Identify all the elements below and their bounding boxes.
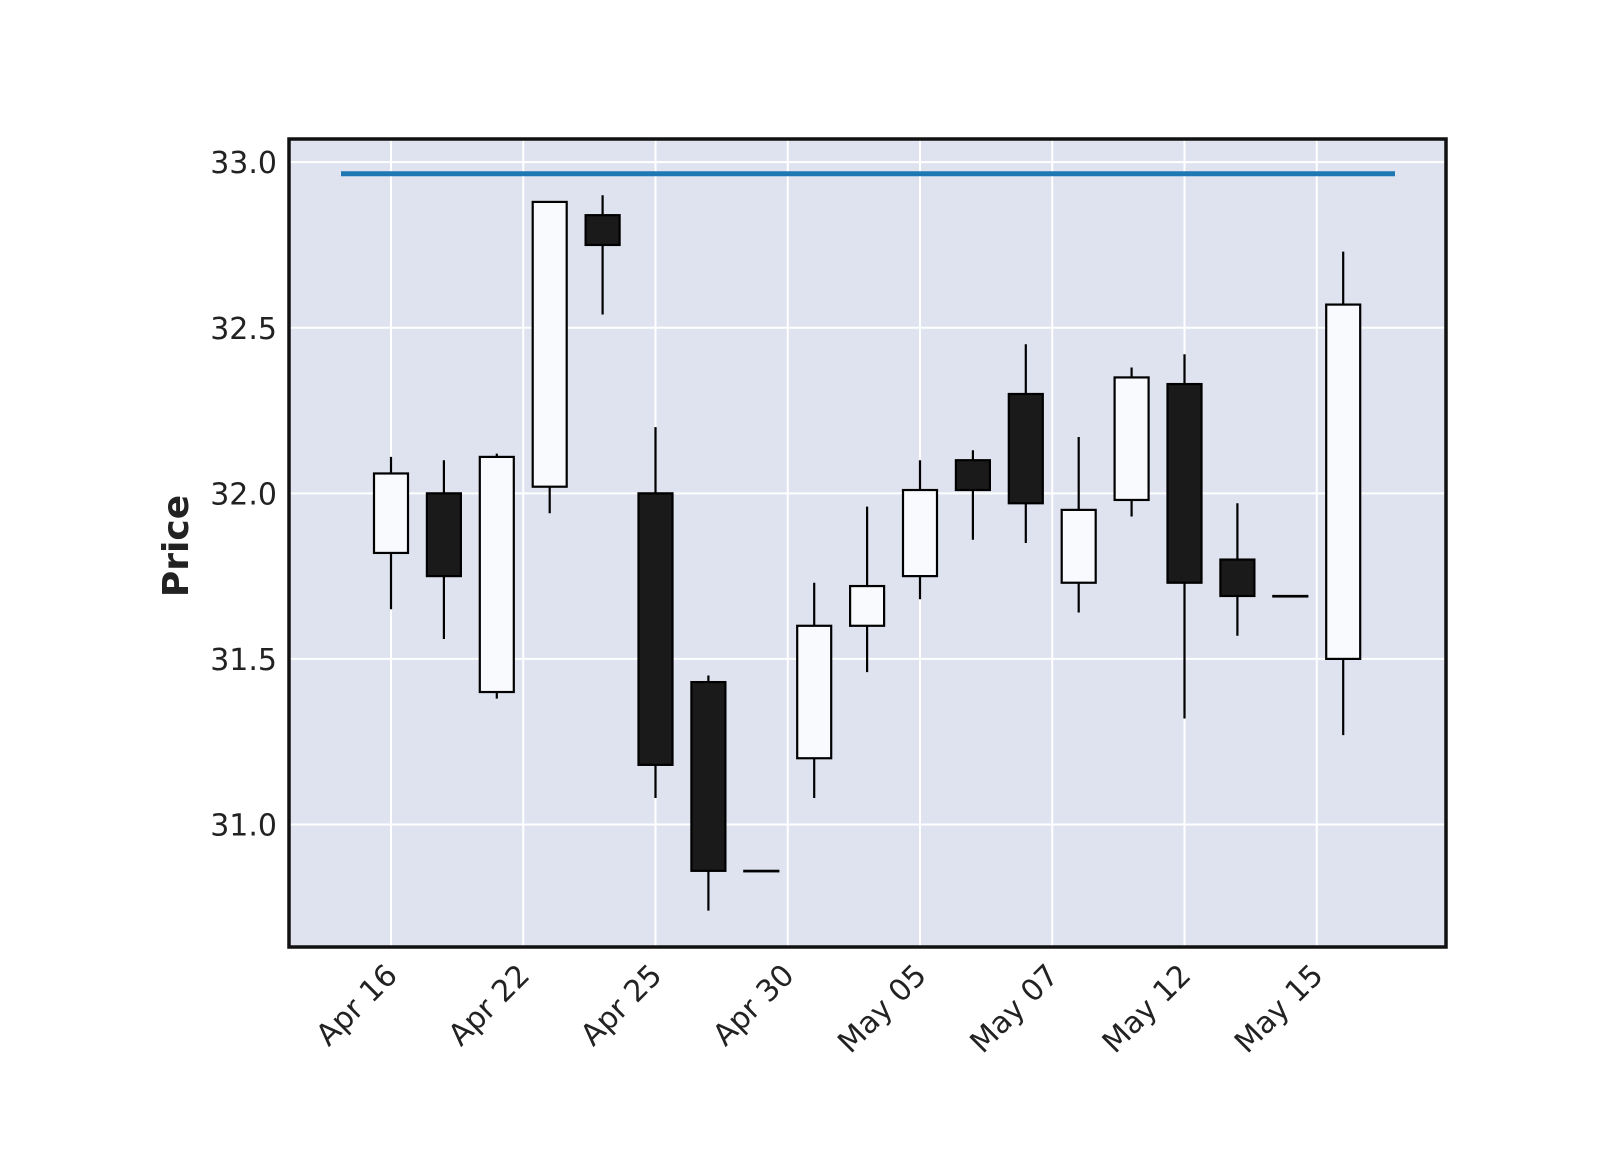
candle-body [1325, 303, 1362, 661]
candle-body [1272, 594, 1309, 598]
x-tick-label: May 05 [831, 958, 933, 1060]
y-tick-label: 32.0 [210, 477, 277, 512]
candle [743, 869, 780, 873]
candle-body [372, 472, 410, 555]
y-tick-label: 32.5 [210, 312, 277, 347]
candle-body [901, 488, 939, 578]
candle-body [478, 455, 515, 694]
x-tick-labels: Apr 16 Apr 22 Apr 25 Apr 30 May 05 May 07 May … [309, 958, 1330, 1060]
plot-frame [287, 137, 1448, 949]
candle [690, 675, 727, 911]
candle-body [796, 624, 833, 760]
x-tick-label: May 07 [964, 958, 1066, 1060]
candle-body [690, 680, 727, 872]
candle [478, 453, 515, 699]
candle [372, 456, 410, 610]
candle [531, 200, 568, 514]
x-tick-label: May 15 [1228, 958, 1330, 1060]
candle-body [1007, 392, 1044, 505]
y-tick-labels: 33.0 32.5 32.0 31.5 31.0 [210, 146, 277, 843]
candle [1113, 367, 1150, 517]
y-axis-title: Price [156, 495, 197, 597]
x-tick-label: Apr 16 [309, 958, 404, 1053]
y-tick-label: 33.0 [210, 146, 277, 181]
candle [637, 427, 674, 798]
x-tick-label: May 12 [1096, 958, 1198, 1060]
candle [1166, 354, 1203, 719]
candle [848, 506, 886, 673]
candle-body [1113, 376, 1150, 502]
candle-body [584, 214, 621, 247]
candle-body [1060, 508, 1097, 584]
candle [1060, 437, 1097, 613]
candle-body [848, 584, 886, 627]
candle-body [1219, 558, 1256, 598]
x-tick-label: Apr 25 [574, 958, 669, 1053]
candle-body [743, 869, 780, 873]
candle [584, 195, 621, 315]
candle-body [954, 459, 992, 492]
candle-body [637, 492, 674, 766]
candle [1325, 251, 1362, 736]
x-tick-label: Apr 30 [706, 958, 801, 1053]
candle-body [425, 492, 462, 578]
candle [796, 582, 833, 798]
candle [1007, 344, 1044, 543]
candle [425, 460, 462, 640]
candle-body [531, 200, 568, 488]
candle [954, 450, 992, 540]
candle-body [1166, 382, 1203, 584]
candles [372, 195, 1362, 911]
candle [901, 460, 939, 600]
candle [1219, 503, 1256, 636]
x-tick-label: Apr 22 [442, 958, 537, 1053]
y-tick-label: 31.0 [210, 808, 277, 843]
y-tick-label: 31.5 [210, 643, 277, 678]
candle [1272, 594, 1309, 598]
